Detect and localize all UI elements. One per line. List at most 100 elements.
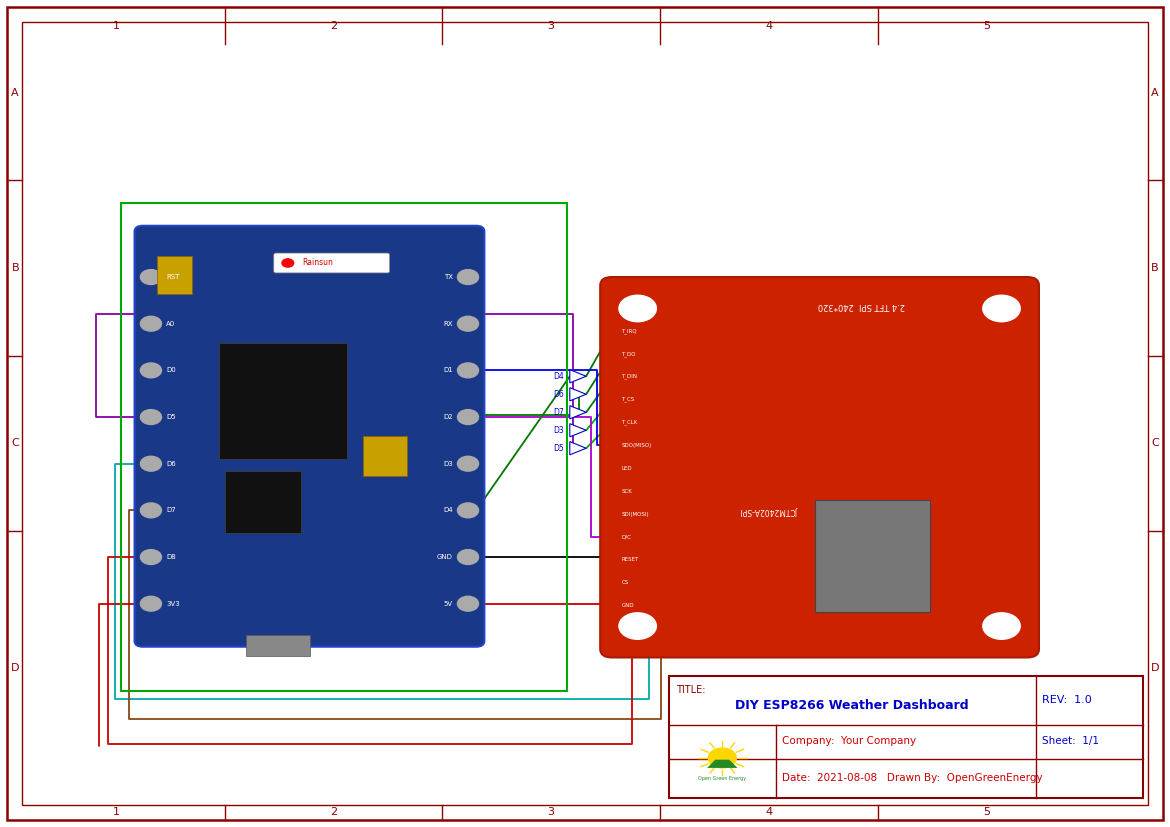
Text: D0: D0: [166, 367, 176, 373]
Text: Company:  Your Company: Company: Your Company: [782, 735, 916, 745]
Text: D: D: [1150, 662, 1159, 673]
Text: C: C: [12, 438, 19, 448]
Text: Date:  2021-08-08   Drawn By:  OpenGreenEnergy: Date: 2021-08-08 Drawn By: OpenGreenEner…: [782, 773, 1042, 783]
Text: JCTM2402A-SPI: JCTM2402A-SPI: [741, 506, 798, 515]
Bar: [225, 471, 301, 533]
Circle shape: [457, 550, 479, 565]
Text: B: B: [12, 263, 19, 273]
Polygon shape: [570, 442, 586, 455]
Bar: [219, 343, 347, 459]
Text: SDI(MOSI): SDI(MOSI): [621, 512, 649, 517]
Circle shape: [140, 316, 161, 331]
Text: CS: CS: [621, 581, 628, 586]
Text: D6: D6: [166, 461, 176, 466]
Text: 2.4 TFT SPI  240*320: 2.4 TFT SPI 240*320: [818, 302, 904, 310]
Circle shape: [619, 613, 656, 639]
Text: 3: 3: [548, 22, 555, 31]
Text: RST: RST: [166, 274, 179, 280]
Text: 3V3: 3V3: [166, 600, 180, 607]
Circle shape: [140, 363, 161, 378]
Text: A: A: [1151, 88, 1158, 98]
FancyBboxPatch shape: [135, 226, 484, 647]
Bar: [246, 635, 310, 656]
Text: 2: 2: [330, 22, 337, 31]
Circle shape: [140, 550, 161, 565]
Circle shape: [983, 295, 1020, 322]
Circle shape: [282, 259, 294, 267]
Circle shape: [619, 295, 656, 322]
Text: REV:  1.0: REV: 1.0: [1042, 696, 1092, 705]
Text: D8: D8: [166, 554, 176, 560]
Text: DIY ESP8266 Weather Dashboard: DIY ESP8266 Weather Dashboard: [735, 699, 969, 711]
Text: VCC: VCC: [621, 626, 633, 631]
Text: Rainsun: Rainsun: [302, 259, 332, 267]
Text: LED: LED: [621, 466, 632, 471]
Circle shape: [457, 457, 479, 471]
Circle shape: [983, 613, 1020, 639]
Text: T_CLK: T_CLK: [621, 419, 638, 425]
Text: SDO(MISO): SDO(MISO): [621, 442, 652, 447]
Bar: [157, 256, 192, 294]
Circle shape: [457, 363, 479, 378]
Text: TX: TX: [443, 274, 453, 280]
Text: GND: GND: [436, 554, 453, 560]
Text: T_IRQ: T_IRQ: [621, 328, 636, 333]
Circle shape: [457, 316, 479, 331]
Text: D5: D5: [553, 444, 564, 452]
Text: GND: GND: [621, 603, 634, 608]
Text: 1: 1: [112, 22, 119, 31]
Text: D1: D1: [443, 367, 453, 373]
Circle shape: [140, 270, 161, 284]
Text: 2: 2: [330, 807, 337, 817]
Text: D7: D7: [553, 408, 564, 417]
Polygon shape: [570, 370, 586, 383]
Text: C: C: [1151, 438, 1158, 448]
Polygon shape: [707, 760, 737, 768]
Text: D3: D3: [443, 461, 453, 466]
Circle shape: [457, 270, 479, 284]
Text: TITLE:: TITLE:: [676, 686, 706, 696]
Text: D6: D6: [553, 390, 564, 399]
Text: D2: D2: [443, 414, 453, 420]
Text: 4: 4: [765, 807, 772, 817]
Circle shape: [140, 503, 161, 518]
Text: D5: D5: [166, 414, 176, 420]
Text: B: B: [1151, 263, 1158, 273]
Circle shape: [457, 409, 479, 424]
Text: D: D: [11, 662, 20, 673]
Circle shape: [708, 748, 736, 768]
FancyBboxPatch shape: [274, 253, 390, 273]
Text: D/C: D/C: [621, 534, 631, 539]
FancyBboxPatch shape: [600, 277, 1039, 657]
Bar: [815, 500, 930, 612]
Polygon shape: [570, 388, 586, 401]
Text: 4: 4: [765, 22, 772, 31]
Text: D3: D3: [553, 426, 564, 435]
Text: A0: A0: [166, 321, 176, 327]
Text: 3: 3: [548, 807, 555, 817]
Text: D4: D4: [553, 372, 564, 380]
Circle shape: [140, 457, 161, 471]
Circle shape: [457, 503, 479, 518]
Text: T_DO: T_DO: [621, 351, 635, 356]
Polygon shape: [570, 423, 586, 437]
Text: Sheet:  1/1: Sheet: 1/1: [1042, 735, 1100, 745]
Text: SCK: SCK: [621, 489, 632, 494]
Text: 5V: 5V: [443, 600, 453, 607]
Text: 5: 5: [983, 22, 990, 31]
Text: A: A: [12, 88, 19, 98]
Text: RESET: RESET: [621, 557, 639, 562]
Text: D7: D7: [166, 508, 176, 514]
Bar: [363, 436, 407, 476]
Text: 1: 1: [112, 807, 119, 817]
Text: T_DIN: T_DIN: [621, 374, 638, 380]
Circle shape: [140, 596, 161, 611]
Circle shape: [140, 409, 161, 424]
Polygon shape: [570, 405, 586, 418]
Text: T_CS: T_CS: [621, 397, 634, 403]
Text: RX: RX: [443, 321, 453, 327]
Bar: [669, 676, 1143, 798]
Text: 5: 5: [983, 807, 990, 817]
Text: D4: D4: [443, 508, 453, 514]
Text: Open Green Energy: Open Green Energy: [698, 777, 746, 782]
